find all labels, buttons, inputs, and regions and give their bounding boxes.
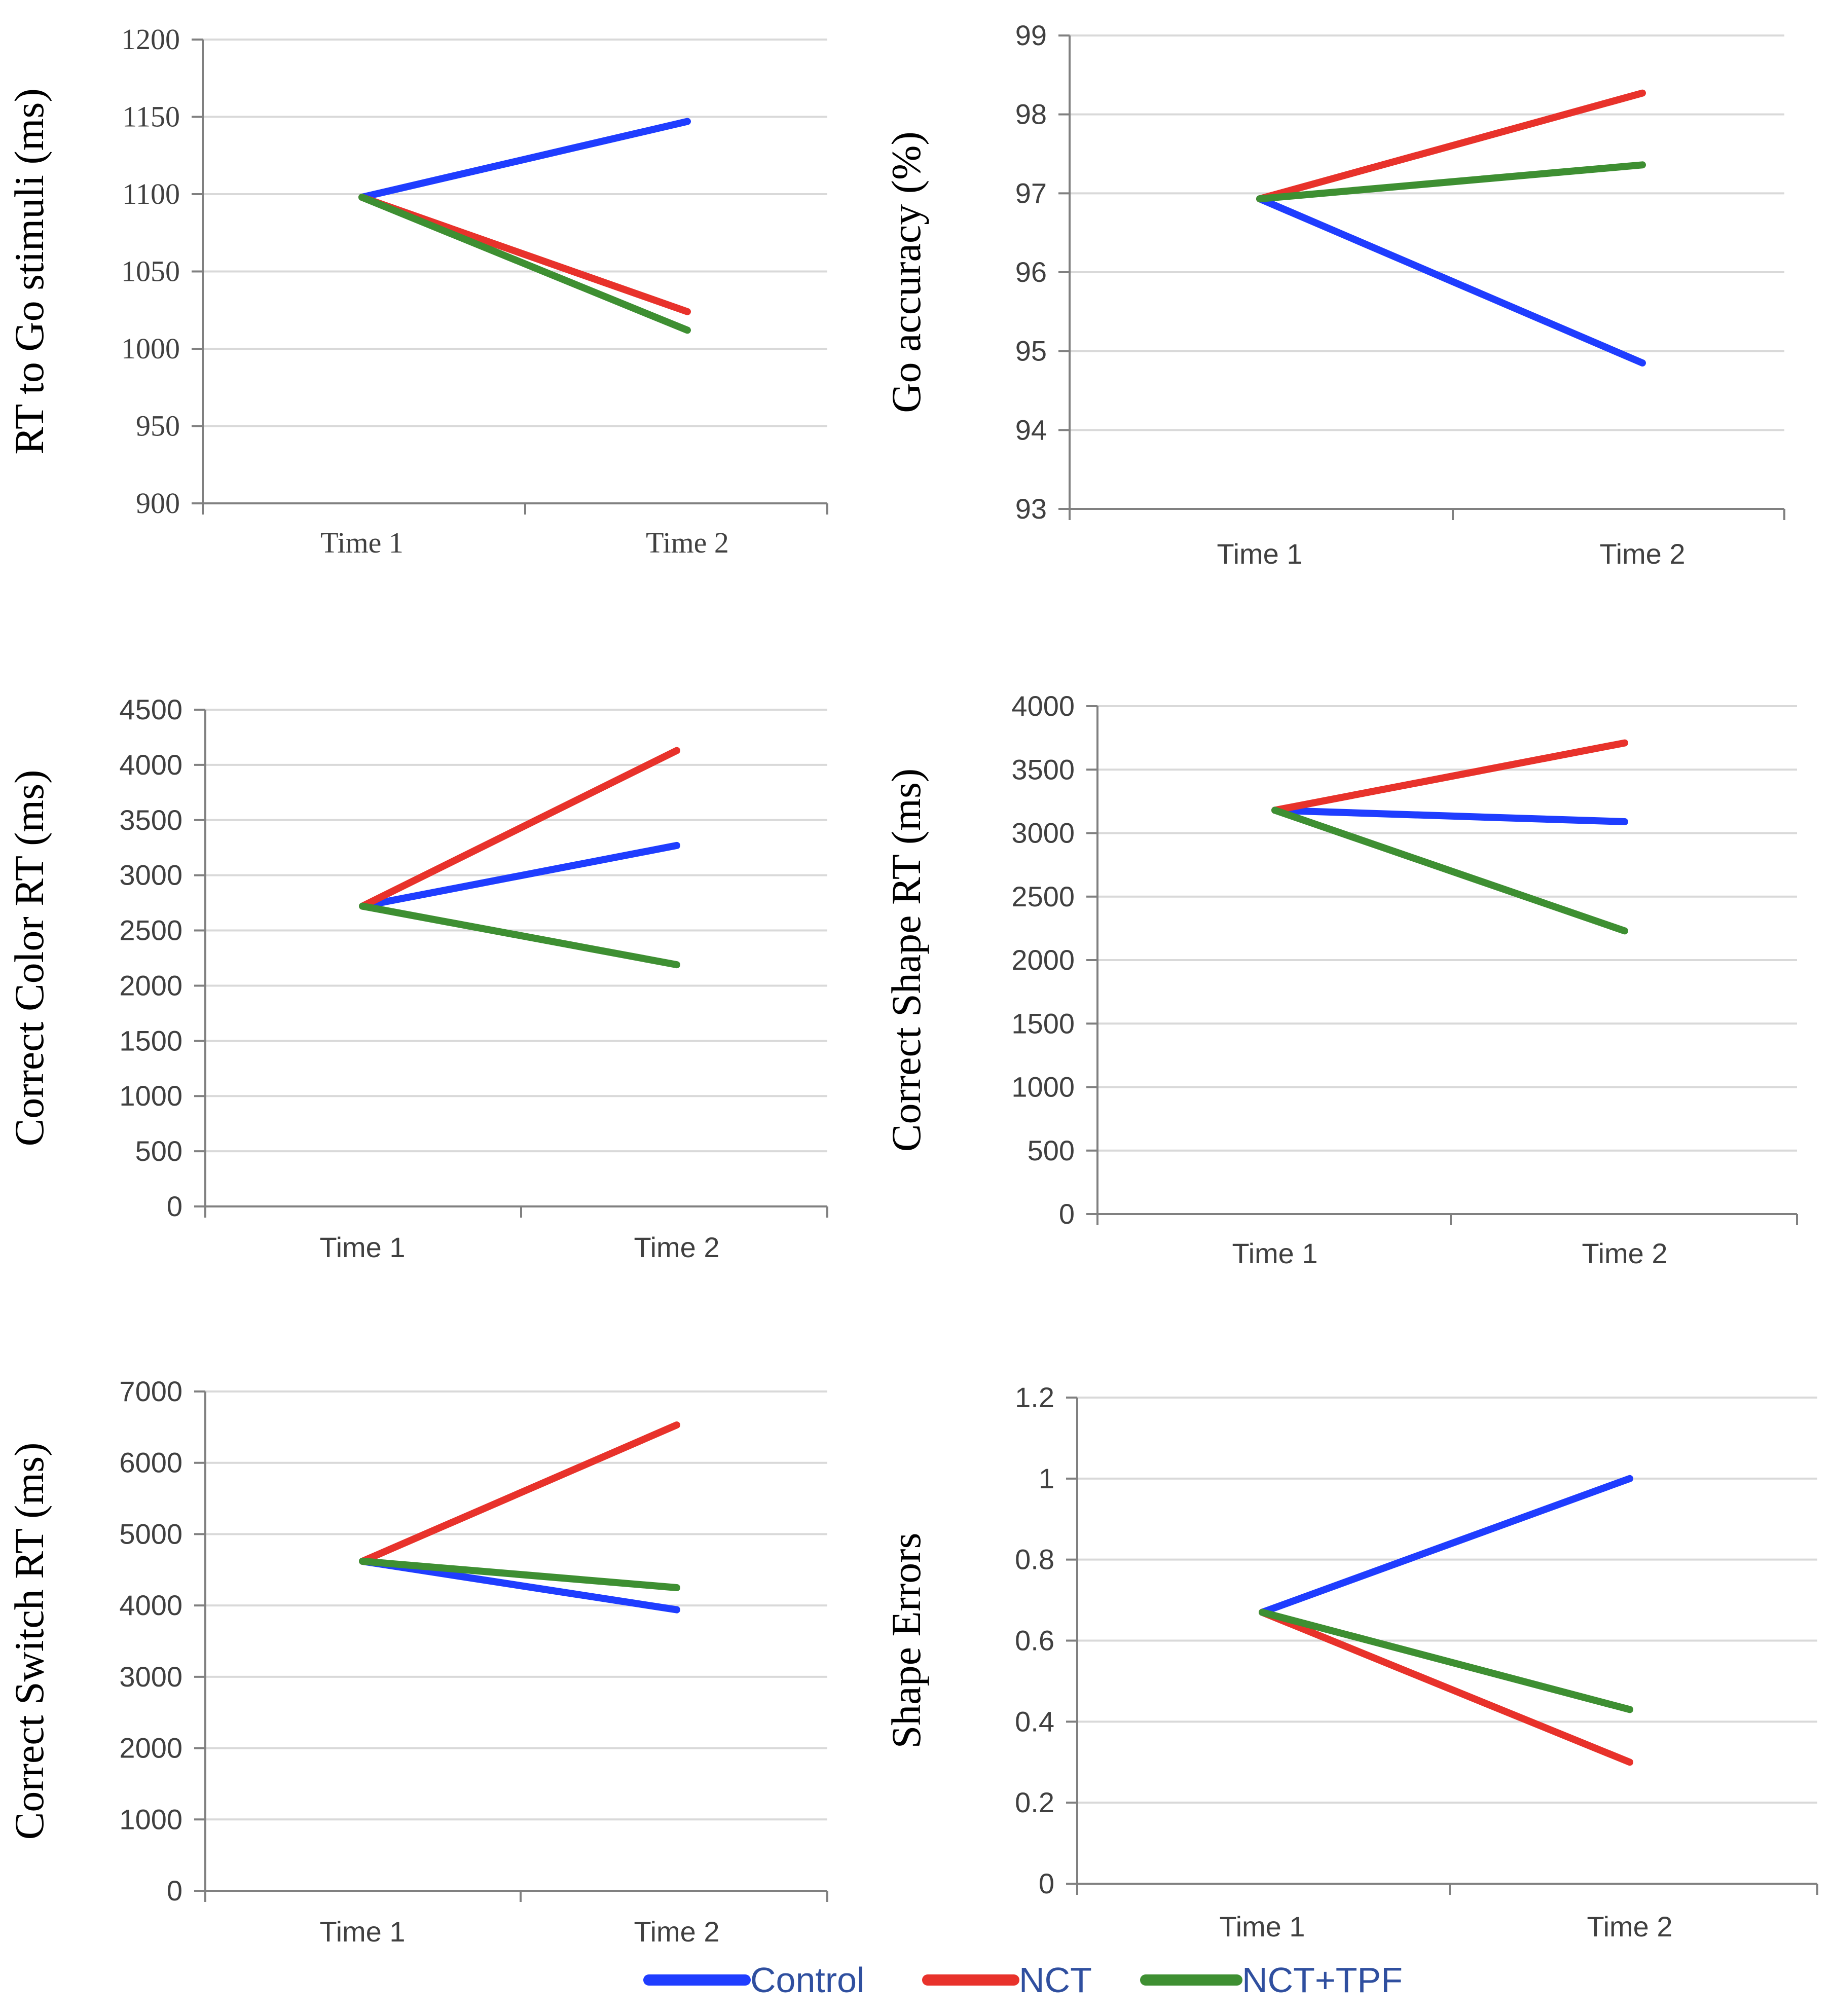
y-tick-label: 4000: [1011, 690, 1075, 722]
y-tick-label: 96: [1015, 256, 1047, 288]
y-tick-label: 0: [1039, 1867, 1054, 1899]
series-line-nct-tpf: [359, 902, 680, 969]
chart-color-rt: 0 500 1000 1500 2000 2500 3000 3500 4000 4500 Time…: [6, 693, 828, 1263]
y-tick-label: 3500: [1011, 753, 1075, 785]
x-tick-label: Time 1: [319, 1916, 405, 1948]
y-tick-label: 0: [167, 1190, 182, 1222]
y-tick-label: 6000: [119, 1447, 182, 1479]
y-tick-label: 3000: [119, 859, 182, 891]
y-tick-label: 94: [1015, 414, 1047, 446]
y-tick-label: 2000: [119, 1732, 182, 1764]
legend-item-nct: NCT: [922, 1960, 1092, 2000]
series-line-control: [358, 118, 691, 201]
y-axis-title: Go accuracy (%): [883, 131, 929, 413]
x-tick-label: Time 1: [1219, 1911, 1305, 1942]
chart-shape-errors: 0 0.2 0.4 0.6 0.8 1 1.2 Time 1 Time 2 Shape Error…: [883, 1381, 1818, 1942]
y-tick-label: 1200: [121, 23, 180, 56]
y-tick-label: 900: [136, 487, 180, 520]
y-tick-label: 93: [1015, 493, 1047, 525]
y-tick-label: 7000: [119, 1375, 182, 1407]
series-line-nct: [1259, 1608, 1633, 1766]
y-tick-label: 0.8: [1015, 1544, 1054, 1575]
y-tick-label: 3500: [119, 804, 182, 836]
y-tick-label: 0: [1059, 1198, 1075, 1230]
series-line-control: [1259, 1475, 1633, 1616]
series-line-control: [359, 1557, 680, 1614]
x-tick-label: Time 2: [1599, 538, 1685, 570]
series-line-control: [1256, 195, 1646, 366]
x-tick-label: Time 1: [320, 526, 404, 559]
series-line-nct-tpf: [1271, 807, 1628, 935]
legend-label: NCT+TPF: [1242, 1960, 1403, 2000]
chart-go-accuracy: 93 94 95 96 97 98 99 Time 1 Time 2 Go accuracy (%…: [883, 19, 1785, 570]
legend-label: NCT: [1019, 1960, 1092, 2000]
y-tick-label: 4000: [119, 749, 182, 781]
y-tick-label: 2000: [119, 969, 182, 1001]
y-tick-label: 1: [1039, 1462, 1054, 1494]
legend-label: Control: [750, 1960, 865, 2000]
series-line-nct: [1256, 89, 1646, 203]
y-tick-label: 0.4: [1015, 1705, 1054, 1737]
y-tick-label: 2500: [1011, 881, 1075, 912]
y-tick-label: 0.6: [1015, 1625, 1054, 1657]
legend-item-nct-tpf: NCT+TPF: [1140, 1960, 1403, 2000]
series-line-nct: [1271, 739, 1628, 814]
y-tick-label: 0.2: [1015, 1786, 1054, 1818]
y-tick-label: 5000: [119, 1518, 182, 1550]
y-tick-label: 500: [1028, 1134, 1075, 1166]
y-axis-title: Correct Switch RT (ms): [6, 1443, 52, 1840]
series-line-nct-tpf: [1256, 161, 1646, 203]
x-tick-label: Time 2: [1582, 1237, 1667, 1269]
x-tick-label: Time 1: [1232, 1237, 1317, 1269]
y-tick-label: 1100: [122, 177, 180, 210]
legend-item-control: Control: [643, 1960, 865, 2000]
chart-switch-rt: 0 1000 2000 3000 4000 5000 6000 7000 Time 1 Time …: [6, 1375, 828, 1948]
y-tick-label: 1050: [121, 255, 180, 288]
series-line-nct: [359, 747, 680, 910]
series-line-nct-tpf: [1259, 1608, 1633, 1713]
y-axis-title: RT to Go stimuli (ms): [6, 88, 52, 455]
x-tick-label: Time 2: [1587, 1911, 1672, 1942]
y-tick-label: 950: [136, 410, 180, 443]
chart-rt-go: 900 950 1000 1050 1100 1150 1200 Time 1 Time 2 RT…: [6, 23, 828, 559]
series-line-control: [359, 841, 680, 910]
chart-shape-rt: 0 500 1000 1500 2000 2500 3000 3500 4000 Time 1 Ti…: [883, 690, 1798, 1269]
y-axis-title: Correct Shape RT (ms): [883, 768, 929, 1152]
y-tick-label: 2500: [119, 914, 182, 946]
y-tick-label: 500: [135, 1135, 182, 1167]
y-tick-label: 99: [1015, 19, 1047, 51]
y-tick-label: 1150: [122, 100, 180, 133]
series-line-nct: [359, 1421, 680, 1565]
y-tick-label: 3000: [119, 1661, 182, 1693]
series-line-control: [1271, 807, 1628, 825]
x-tick-label: Time 1: [1217, 538, 1302, 570]
y-tick-label: 1.2: [1015, 1381, 1054, 1413]
y-tick-label: 1000: [121, 332, 180, 365]
y-axis-title: Shape Errors: [883, 1533, 929, 1749]
y-tick-label: 95: [1015, 335, 1047, 367]
y-axis-title: Correct Color RT (ms): [6, 770, 52, 1147]
x-tick-label: Time 2: [646, 526, 729, 559]
y-tick-label: 1500: [1011, 1007, 1075, 1039]
y-tick-label: 97: [1015, 177, 1047, 209]
y-tick-label: 1000: [119, 1803, 182, 1835]
y-tick-label: 1500: [119, 1024, 182, 1056]
y-tick-label: 2000: [1011, 944, 1075, 976]
y-tick-label: 4500: [119, 693, 182, 725]
y-tick-label: 0: [167, 1875, 182, 1907]
y-tick-label: 98: [1015, 98, 1047, 130]
y-tick-label: 1000: [1011, 1071, 1075, 1103]
y-tick-label: 4000: [119, 1589, 182, 1621]
y-tick-label: 1000: [119, 1080, 182, 1112]
x-tick-label: Time 2: [634, 1916, 719, 1948]
series-line-nct-tpf: [359, 1557, 680, 1591]
y-tick-label: 3000: [1011, 817, 1075, 849]
x-tick-label: Time 2: [634, 1231, 719, 1263]
series-line-nct-tpf: [358, 194, 691, 334]
legend: Control NCT NCT+TPF: [643, 1960, 1403, 2000]
x-tick-label: Time 1: [319, 1231, 405, 1263]
